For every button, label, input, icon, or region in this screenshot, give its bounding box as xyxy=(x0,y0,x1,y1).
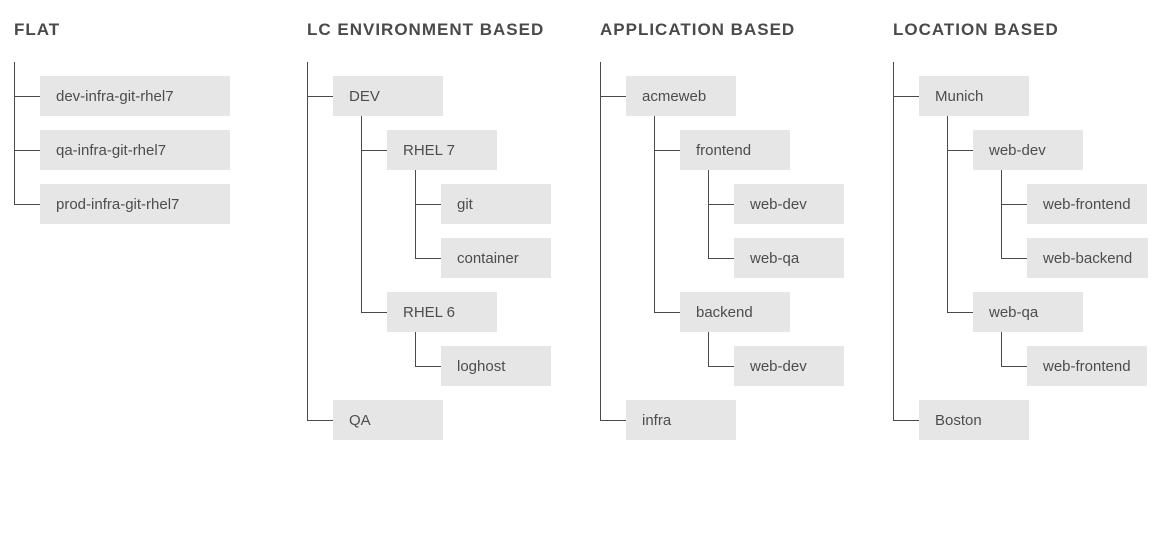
tree-node: Munichweb-devweb-frontendweb-backendweb-… xyxy=(893,62,1156,386)
node-box: git xyxy=(441,184,551,224)
node-box: web-dev xyxy=(734,184,844,224)
node-box: web-frontend xyxy=(1027,346,1147,386)
node-box: web-dev xyxy=(734,346,844,386)
tree: acmeweb frontend web-dev web-qa backend web-d… xyxy=(600,62,863,440)
tree-node: acmeweb frontend web-dev web-qa backend web-d… xyxy=(600,62,863,386)
column-header: LC ENVIRONMENT BASED xyxy=(307,20,570,40)
column-header: FLAT xyxy=(14,20,277,40)
tree-node: git xyxy=(415,170,570,224)
tree-node: loghost xyxy=(415,332,570,386)
tree-node: web-backend xyxy=(1001,224,1156,278)
node-box: backend xyxy=(680,292,790,332)
tree: dev-infra-git-rhel7 qa-infra-git-rhel7 pro… xyxy=(14,62,277,224)
column-header: APPLICATION BASED xyxy=(600,20,863,40)
tree-node: qa-infra-git-rhel7 xyxy=(14,116,277,170)
node-box: RHEL 6 xyxy=(387,292,497,332)
tree-node: frontend web-dev web-qa xyxy=(654,116,863,278)
tree-node: DEV RHEL 7 git container RHEL 6 loghost xyxy=(307,62,570,386)
tree-node: QA xyxy=(307,386,570,440)
tree-node: web-qa xyxy=(708,224,863,278)
tree-node: RHEL 6 loghost xyxy=(361,278,570,386)
node-box: qa-infra-git-rhel7 xyxy=(40,130,230,170)
node-box: RHEL 7 xyxy=(387,130,497,170)
column-lc-env: LC ENVIRONMENT BASED DEV RHEL 7 git containe… xyxy=(307,20,570,440)
node-box: loghost xyxy=(441,346,551,386)
tree-node: RHEL 7 git container xyxy=(361,116,570,278)
diagram-columns: FLAT dev-infra-git-rhel7 qa-infra-git-rhel… xyxy=(14,20,1156,440)
node-box: acmeweb xyxy=(626,76,736,116)
node-box: prod-infra-git-rhel7 xyxy=(40,184,230,224)
node-box: infra xyxy=(626,400,736,440)
node-box: container xyxy=(441,238,551,278)
tree: DEV RHEL 7 git container RHEL 6 loghost QA xyxy=(307,62,570,440)
column-flat: FLAT dev-infra-git-rhel7 qa-infra-git-rhel… xyxy=(14,20,277,440)
tree-node: web-dev xyxy=(708,170,863,224)
tree-node: web-dev web-frontend web-backend xyxy=(947,116,1156,278)
tree-node: Boston xyxy=(893,386,1156,440)
node-box: dev-infra-git-rhel7 xyxy=(40,76,230,116)
node-box: web-dev xyxy=(973,130,1083,170)
node-box: web-frontend xyxy=(1027,184,1147,224)
tree-node: prod-infra-git-rhel7 xyxy=(14,170,277,224)
column-app: APPLICATION BASED acmeweb frontend web-dev w… xyxy=(600,20,863,440)
tree: Munichweb-devweb-frontendweb-backendweb-… xyxy=(893,62,1156,440)
node-box: frontend xyxy=(680,130,790,170)
tree-node: web-qa web-frontend xyxy=(947,278,1156,386)
tree-node: infra xyxy=(600,386,863,440)
tree-node: dev-infra-git-rhel7 xyxy=(14,62,277,116)
node-box: Boston xyxy=(919,400,1029,440)
node-box: Munich xyxy=(919,76,1029,116)
tree-node: web-frontend xyxy=(1001,170,1156,224)
node-box: QA xyxy=(333,400,443,440)
column-loc: LOCATION BASEDMunichweb-devweb-frontendw… xyxy=(893,20,1156,440)
node-box: web-qa xyxy=(734,238,844,278)
node-box: web-qa xyxy=(973,292,1083,332)
column-header: LOCATION BASED xyxy=(893,20,1156,40)
node-box: DEV xyxy=(333,76,443,116)
tree-node: web-dev xyxy=(708,332,863,386)
tree-node: backend web-dev xyxy=(654,278,863,386)
tree-node: web-frontend xyxy=(1001,332,1156,386)
node-box: web-backend xyxy=(1027,238,1148,278)
tree-node: container xyxy=(415,224,570,278)
